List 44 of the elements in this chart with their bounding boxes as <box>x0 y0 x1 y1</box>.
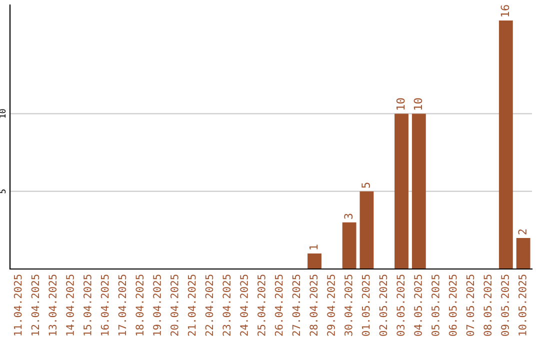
data-label: 16 <box>500 5 510 16</box>
x-tick-label: 02.05.2025 <box>379 274 388 336</box>
x-tick-label: 03.05.2025 <box>396 274 405 336</box>
x-tick-label: 28.04.2025 <box>310 274 318 336</box>
data-label: 10 <box>414 98 422 110</box>
bar <box>342 222 356 269</box>
bar <box>394 114 408 269</box>
x-tick-label: 20.04.2025 <box>170 274 178 336</box>
x-tick-label: 09.05.2025 <box>501 274 509 336</box>
x-tick-label: 04.05.2025 <box>414 274 422 336</box>
bar <box>308 253 322 269</box>
x-tick-label: 24.04.2025 <box>240 274 248 336</box>
bar <box>412 114 426 269</box>
x-tick-label: 01.05.2025 <box>362 274 370 336</box>
x-tick-label: 19.04.2025 <box>153 274 161 336</box>
data-label: 5 <box>362 182 370 188</box>
x-tick-label: 10.05.2025 <box>518 274 526 336</box>
x-tick-label: 08.05.2025 <box>484 274 492 336</box>
bar <box>516 238 530 269</box>
x-tick-label: 12.04.2025 <box>31 274 40 336</box>
x-tick-label: 22.04.2025 <box>205 274 214 336</box>
bar <box>498 20 513 269</box>
data-label: 1 <box>309 244 318 250</box>
x-tick-label: 25.04.2025 <box>257 274 266 336</box>
x-tick-label: 13.04.2025 <box>48 274 57 336</box>
x-tick-label: 30.04.2025 <box>344 274 352 336</box>
x-tick-label: 14.04.2025 <box>66 274 74 336</box>
x-tick-label: 11.04.2025 <box>14 274 22 336</box>
x-tick-label: 26.04.2025 <box>274 274 283 336</box>
data-label: 2 <box>518 229 526 234</box>
x-tick-label: 06.05.2025 <box>448 274 457 336</box>
x-tick-label: 15.04.2025 <box>83 274 92 336</box>
x-tick-label: 27.04.2025 <box>292 274 300 336</box>
x-tick-label: 29.04.2025 <box>327 274 335 336</box>
x-tick-label: 05.05.2025 <box>431 274 440 336</box>
x-tick-label: 17.04.2025 <box>118 274 126 336</box>
x-tick-label: 07.05.2025 <box>466 274 474 336</box>
bar <box>360 191 374 269</box>
data-label: 10 <box>396 98 405 110</box>
x-tick-label: 21.04.2025 <box>188 274 196 336</box>
data-label: 3 <box>344 214 353 219</box>
x-tick-label: 18.04.2025 <box>136 274 144 336</box>
x-tick-label: 23.04.2025 <box>222 274 231 336</box>
x-tick-label: 16.04.2025 <box>100 274 109 336</box>
